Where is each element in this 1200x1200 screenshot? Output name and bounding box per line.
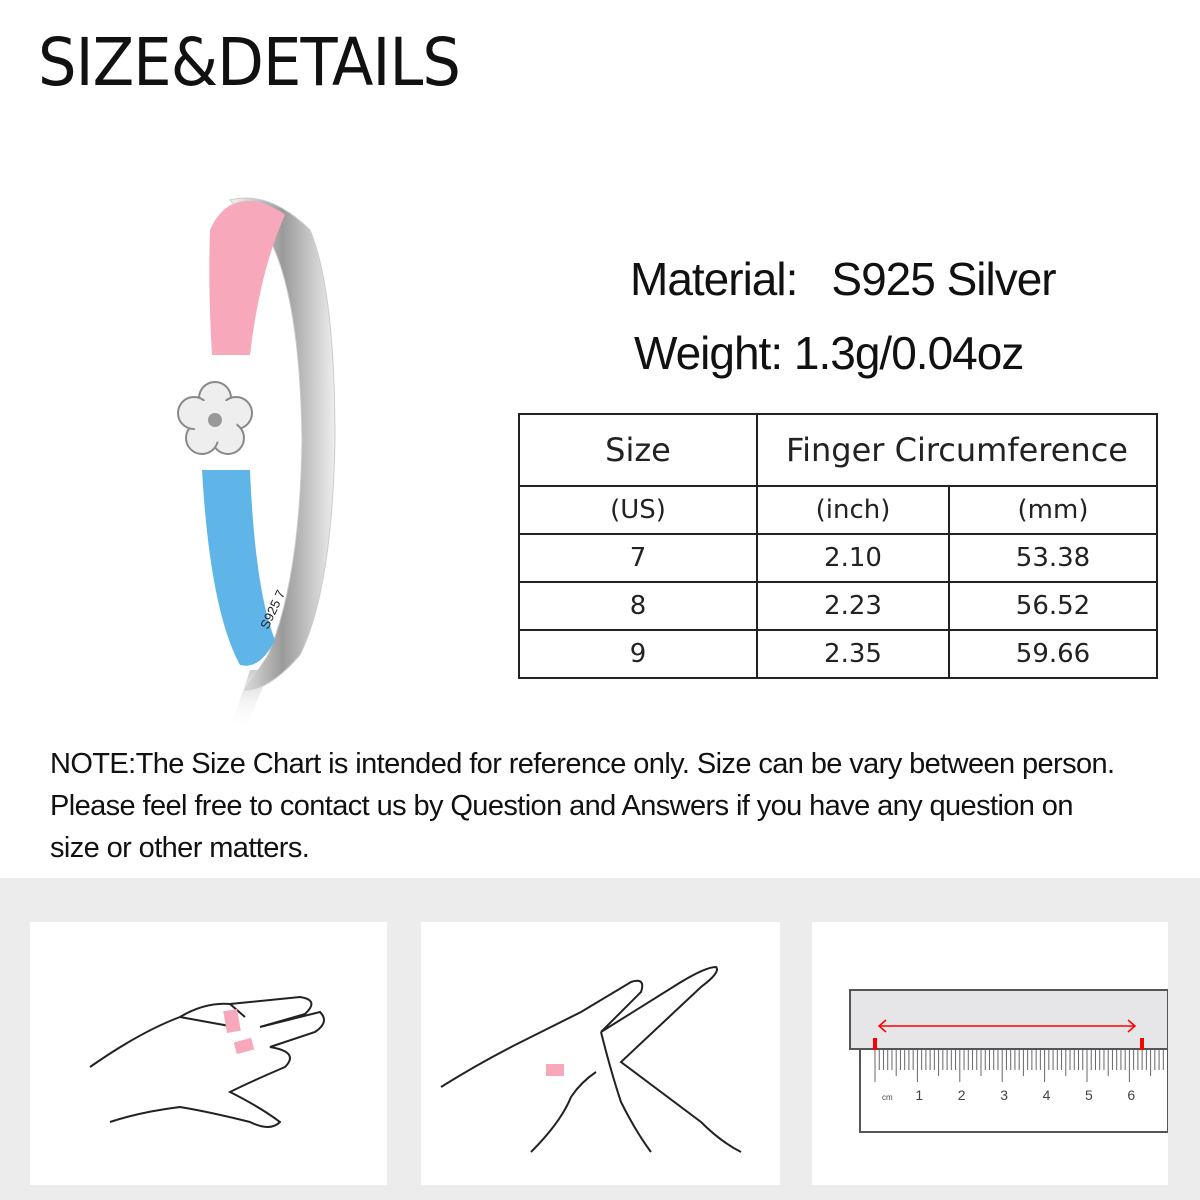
hand-with-string-illustration: [89, 995, 325, 1128]
material-value: S925 Silver: [831, 253, 1056, 305]
table-row: 9 2.35 59.66: [518, 629, 1158, 679]
cell-size: 7: [518, 533, 758, 583]
ruler-label: 6: [1127, 1087, 1135, 1103]
cell-mm: 59.66: [948, 629, 1158, 679]
cell-mm: 56.52: [948, 581, 1158, 631]
table-row: 8 2.23 56.52: [518, 581, 1158, 631]
guide-step-3: cm 1234567: [812, 922, 1168, 1185]
cell-inch: 2.10: [756, 533, 950, 583]
start-mark: [873, 1038, 877, 1050]
page-title: SIZE&DETAILS: [38, 24, 461, 101]
ruler-label: 5: [1085, 1087, 1093, 1103]
header-size: Size: [518, 413, 758, 487]
weight-spec: Weight: 1.3g/0.04oz: [634, 327, 1024, 379]
note-line: size or other matters.: [50, 832, 310, 864]
ruler-unit: cm: [882, 1093, 893, 1102]
unit-inch: (inch): [756, 485, 950, 535]
pink-enamel: [209, 200, 285, 355]
material-label: Material:: [630, 253, 798, 305]
guide-step-1: [30, 922, 387, 1185]
unit-us: (US): [518, 485, 758, 535]
header-circumference: Finger Circumference: [756, 413, 1158, 487]
size-table: Size Finger Circumference (US) (inch) (m…: [518, 413, 1158, 679]
ring-image: S925 7: [177, 197, 336, 730]
unit-mm: (mm): [948, 485, 1158, 535]
guide-step-2: [421, 922, 780, 1185]
cell-mm: 53.38: [948, 533, 1158, 583]
string-strip: [849, 989, 1168, 1050]
ruler-body: [859, 1048, 1168, 1133]
table-row: 7 2.10 53.38: [518, 533, 1158, 583]
cell-inch: 2.35: [756, 629, 950, 679]
end-mark: [1140, 1038, 1144, 1050]
ruler-label: 4: [1043, 1087, 1051, 1103]
flower-charm: [177, 381, 253, 455]
blue-enamel: [202, 470, 275, 666]
note-line: Please feel free to contact us by Questi…: [50, 790, 1073, 822]
cell-inch: 2.23: [756, 581, 950, 631]
ruler-illustration: cm 1234567: [849, 989, 1168, 1133]
ruler-label: 1: [915, 1087, 923, 1103]
cell-size: 9: [518, 629, 758, 679]
ruler-label: 3: [1000, 1087, 1008, 1103]
hand-marking-string-illustration: [440, 965, 742, 1153]
ruler-label: 2: [958, 1087, 966, 1103]
size-note: NOTE:The Size Chart is intended for refe…: [50, 743, 1180, 869]
material-spec: Material: S925 Silver: [630, 252, 1057, 306]
note-line: NOTE:The Size Chart is intended for refe…: [50, 748, 1115, 780]
cell-size: 8: [518, 581, 758, 631]
